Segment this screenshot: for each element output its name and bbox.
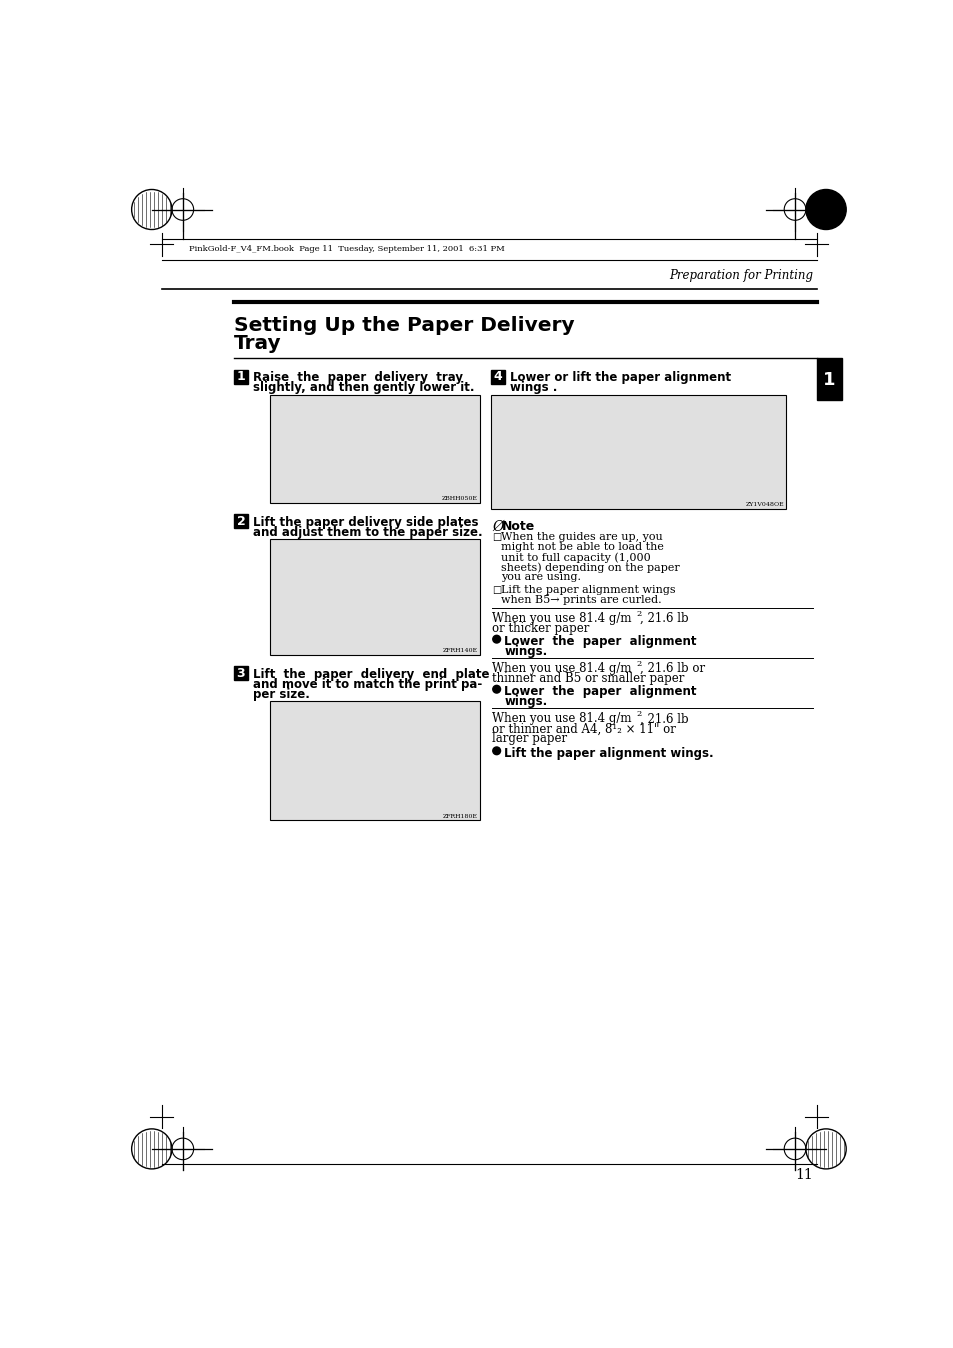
Bar: [816, 359, 841, 400]
Text: larger paper: larger paper: [492, 732, 566, 745]
Bar: [233, 369, 248, 384]
Text: wings.: wings.: [504, 696, 547, 708]
Text: or thinner and A4, 8¹₂ × 11" or: or thinner and A4, 8¹₂ × 11" or: [492, 723, 675, 735]
Text: Lift the paper delivery side plates: Lift the paper delivery side plates: [253, 516, 477, 528]
Text: 2: 2: [236, 515, 245, 528]
Bar: [270, 539, 479, 655]
Bar: [270, 701, 479, 820]
Text: Tray: Tray: [233, 334, 281, 353]
Text: Lower  the  paper  alignment: Lower the paper alignment: [504, 635, 697, 648]
Text: , 21.6 lb or: , 21.6 lb or: [639, 662, 704, 675]
Text: sheets) depending on the paper: sheets) depending on the paper: [500, 562, 679, 573]
Text: When you use 81.4 g/m: When you use 81.4 g/m: [492, 662, 631, 675]
Text: ZFRH180E: ZFRH180E: [442, 814, 477, 818]
Bar: [270, 395, 479, 503]
Text: 11: 11: [794, 1169, 812, 1182]
Text: Lift the paper alignment wings.: Lift the paper alignment wings.: [504, 747, 713, 760]
Circle shape: [493, 685, 500, 693]
Bar: [491, 395, 785, 510]
Text: 1: 1: [236, 371, 245, 383]
Text: When you use 81.4 g/m: When you use 81.4 g/m: [492, 712, 631, 725]
Text: Note: Note: [501, 520, 535, 532]
Text: , 21.6 lb: , 21.6 lb: [639, 612, 688, 625]
Bar: [233, 515, 248, 528]
Text: □: □: [492, 532, 500, 542]
Text: ZFRH140E: ZFRH140E: [442, 648, 477, 652]
Text: Lower  the  paper  alignment: Lower the paper alignment: [504, 685, 697, 698]
Circle shape: [805, 190, 845, 229]
Text: , 21.6 lb: , 21.6 lb: [639, 712, 688, 725]
Circle shape: [493, 747, 500, 755]
Text: 2: 2: [636, 710, 640, 718]
Bar: [233, 666, 248, 679]
Circle shape: [493, 635, 500, 643]
Text: when B5→ prints are curled.: when B5→ prints are curled.: [500, 596, 660, 605]
Text: 2: 2: [636, 609, 640, 617]
Text: Lower or lift the paper alignment: Lower or lift the paper alignment: [509, 371, 730, 384]
Text: 2: 2: [636, 661, 640, 669]
Text: 3: 3: [236, 666, 245, 679]
Bar: [491, 369, 505, 384]
Text: Setting Up the Paper Delivery: Setting Up the Paper Delivery: [233, 315, 574, 334]
Text: wings.: wings.: [504, 646, 547, 658]
Text: Raise  the  paper  delivery  tray: Raise the paper delivery tray: [253, 371, 462, 384]
Text: you are using.: you are using.: [500, 572, 580, 582]
Text: Preparation for Printing: Preparation for Printing: [668, 270, 812, 282]
Text: slightly, and then gently lower it.: slightly, and then gently lower it.: [253, 381, 474, 394]
Text: Lift  the  paper  delivery  end  plate: Lift the paper delivery end plate: [253, 667, 489, 681]
Text: Lift the paper alignment wings: Lift the paper alignment wings: [500, 585, 675, 596]
Text: or thicker paper: or thicker paper: [492, 623, 589, 635]
Text: 4: 4: [494, 371, 502, 383]
Text: and move it to match the print pa-: and move it to match the print pa-: [253, 678, 481, 690]
Text: PinkGold-F_V4_FM.book  Page 11  Tuesday, September 11, 2001  6:31 PM: PinkGold-F_V4_FM.book Page 11 Tuesday, S…: [189, 245, 504, 253]
Text: ZY1V048OE: ZY1V048OE: [745, 503, 783, 507]
Text: □: □: [492, 585, 500, 596]
Text: unit to full capacity (1,000: unit to full capacity (1,000: [500, 553, 650, 562]
Text: per size.: per size.: [253, 687, 309, 701]
Text: ZBHH050E: ZBHH050E: [441, 496, 477, 501]
Text: thinner and B5 or smaller paper: thinner and B5 or smaller paper: [492, 673, 683, 685]
Text: and adjust them to the paper size.: and adjust them to the paper size.: [253, 526, 481, 539]
Text: might not be able to load the: might not be able to load the: [500, 542, 662, 553]
Text: 1: 1: [822, 371, 835, 388]
Text: Ø: Ø: [492, 520, 503, 534]
Text: wings .: wings .: [509, 381, 557, 394]
Text: When you use 81.4 g/m: When you use 81.4 g/m: [492, 612, 631, 625]
Text: When the guides are up, you: When the guides are up, you: [500, 532, 661, 542]
